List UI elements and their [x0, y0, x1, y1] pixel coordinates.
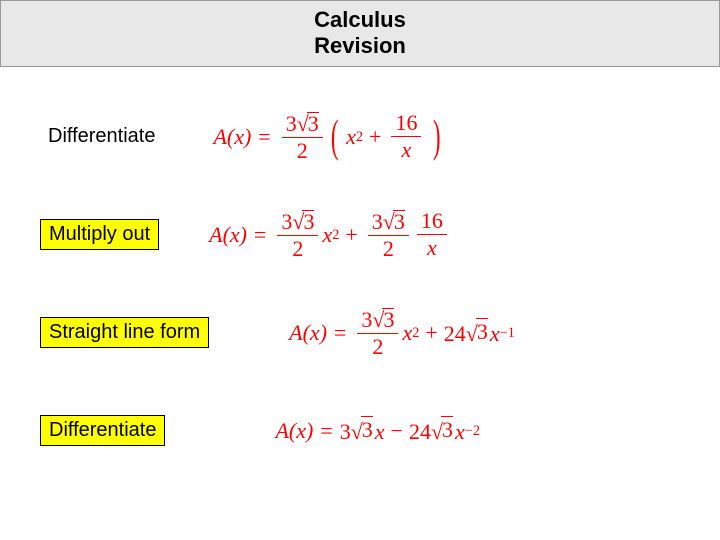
- row-differentiate-original: Differentiate A(x) = 3√3 2 ( x2 + 16 x ): [40, 97, 720, 177]
- paren-left-icon: (: [331, 118, 339, 155]
- formula-1: A(x) = 3√3 2 ( x2 + 16 x ): [213, 112, 444, 162]
- lhs-4: A(x) =: [275, 418, 333, 444]
- lhs-2: A(x) =: [209, 222, 267, 248]
- lhs-1: A(x) =: [213, 124, 271, 150]
- title-line2: Revision: [1, 33, 719, 59]
- label-straight-line: Straight line form: [40, 317, 209, 348]
- coef-frac-2b: 3√3 2: [368, 210, 409, 260]
- frac-16-x-2: 16 x: [417, 210, 447, 259]
- row-differentiate-result: Differentiate A(x) = 3√3x − 24√3x−2: [40, 391, 720, 471]
- formula-4: A(x) = 3√3x − 24√3x−2: [275, 416, 480, 445]
- title-bar: Calculus Revision: [0, 0, 720, 67]
- row-straight-line: Straight line form A(x) = 3√3 2 x2 + 24√…: [40, 293, 720, 373]
- paren-group: ( x2 + 16 x ): [327, 112, 445, 161]
- frac-16-x: 16 x: [391, 112, 421, 161]
- coef-frac-1: 3√3 2: [282, 112, 323, 162]
- lhs-3: A(x) =: [289, 320, 347, 346]
- label-differentiate: Differentiate: [40, 122, 163, 151]
- paren-right-icon: ): [433, 118, 441, 155]
- coef-frac-2a: 3√3 2: [277, 210, 318, 260]
- row-multiply-out: Multiply out A(x) = 3√3 2 x2 + 3√3 2 16 …: [40, 195, 720, 275]
- formula-2: A(x) = 3√3 2 x2 + 3√3 2 16 x: [209, 210, 451, 260]
- title-line1: Calculus: [1, 7, 719, 33]
- label-multiply-out: Multiply out: [40, 219, 159, 250]
- content: Differentiate A(x) = 3√3 2 ( x2 + 16 x ): [0, 67, 720, 471]
- label-differentiate-2: Differentiate: [40, 415, 165, 446]
- coef-frac-3: 3√3 2: [357, 308, 398, 358]
- formula-3: A(x) = 3√3 2 x2 + 24√3x−1: [289, 308, 515, 358]
